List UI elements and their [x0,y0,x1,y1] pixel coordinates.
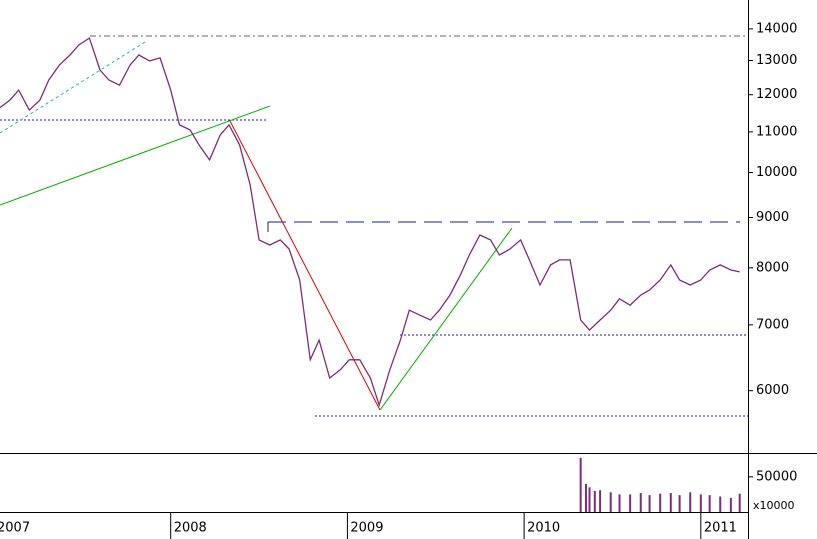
volume-bar [639,493,642,512]
volume-bar [729,497,732,512]
volume-bar [648,495,651,512]
volume-bar [588,487,591,512]
volume-bar [659,493,662,512]
x-tick-label: 2011 [704,521,737,536]
volume-bar [599,490,602,512]
volume-bar [609,492,612,512]
x-tick-label: 2009 [350,521,383,536]
volume-bar [678,495,681,512]
x-tick-label: 2008 [174,521,207,536]
x-tick-label: 2007 [0,521,30,536]
volume-bar [629,494,632,512]
x-tick-label: 2010 [527,521,560,536]
y-tick-label: 7000 [756,317,789,332]
trend-line [0,105,271,206]
volume-bar [738,493,741,512]
y-tick-label: 14000 [756,21,797,36]
y-tick-label: 12000 [756,87,797,102]
y-tick-label: 13000 [756,53,797,68]
volume-bar [593,490,596,512]
trend-line [379,227,513,411]
volume-bar [669,493,672,512]
y-tick-label: 9000 [756,210,789,225]
volume-bar [699,494,702,512]
y-tick-label: 8000 [756,260,789,275]
y-tick-label: 10000 [756,165,797,180]
volume-bar [689,492,692,512]
volume-bar [584,483,587,512]
volume-unit: x10000 [753,499,795,512]
y-tick-label: 50000 [756,469,797,484]
trend-line [229,120,381,411]
price-line [0,37,740,408]
drawings [0,35,748,417]
volume-bar [579,457,582,512]
volume-bar [618,494,621,512]
volume-bar [719,496,722,512]
volume-bar [708,495,711,512]
y-tick-label: 6000 [756,383,789,398]
y-tick-label: 11000 [756,124,797,139]
trend-line [0,41,146,134]
